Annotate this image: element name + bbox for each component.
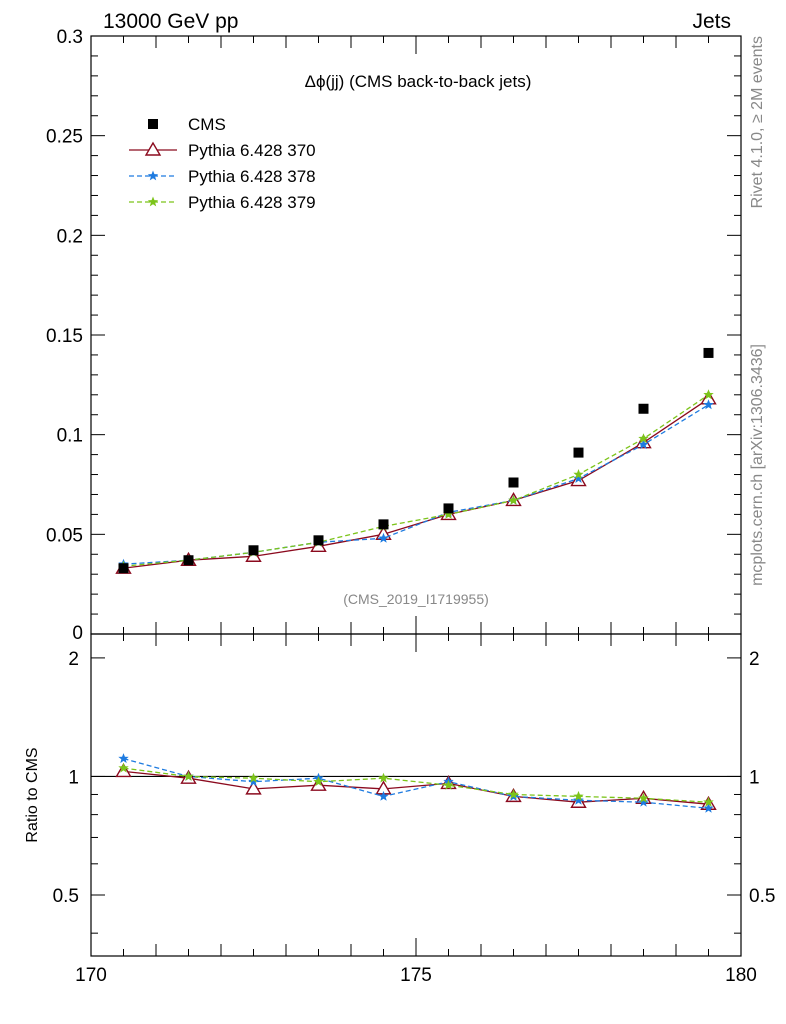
ratio-data-point bbox=[378, 772, 389, 783]
main-data-point bbox=[248, 545, 259, 556]
main-series-cms bbox=[118, 347, 714, 574]
analysis-tag: (CMS_2019_I1719955) bbox=[343, 591, 489, 607]
legend-marker bbox=[144, 141, 162, 156]
plot-title: Δϕ(jj) (CMS back-to-back jets) bbox=[305, 72, 532, 91]
y-tick-label: 0.3 bbox=[57, 27, 83, 48]
ratio-data-point bbox=[248, 776, 259, 787]
x-tick-label: 175 bbox=[400, 965, 432, 986]
main-data-point bbox=[703, 347, 714, 358]
main-data-point bbox=[508, 477, 519, 488]
legend: CMS Pythia 6.428 370 Pythia 6.428 378 Pythi… bbox=[129, 115, 316, 212]
y-tick-label: 0.5 bbox=[53, 886, 79, 907]
legend-marker bbox=[148, 119, 158, 129]
y-tick-label: 0.25 bbox=[46, 127, 83, 148]
ratio-plot-panel: 0.5 0.5 1 1 2 2 170 175 180 Ratio to CMS bbox=[24, 633, 776, 986]
rivet-version-label: Rivet 4.1.0, ≥ 2M events bbox=[749, 36, 766, 208]
x-tick-labels: 170 175 180 bbox=[75, 965, 757, 986]
main-series-line bbox=[123, 394, 709, 567]
main-data-point bbox=[573, 473, 584, 483]
header-left: 13000 GeV pp bbox=[103, 10, 238, 33]
legend-label: CMS bbox=[188, 115, 226, 134]
legend-marker bbox=[147, 196, 159, 207]
main-series-pythia-6-428-378 bbox=[118, 399, 714, 569]
legend-item: Pythia 6.428 379 bbox=[129, 193, 316, 212]
main-data-point bbox=[703, 389, 714, 400]
x-tick-label: 170 bbox=[75, 965, 107, 986]
ratio-data-point bbox=[443, 779, 454, 790]
ratio-data-point bbox=[118, 753, 129, 764]
main-data-point bbox=[443, 508, 454, 519]
main-series-pythia-6-428-370 bbox=[115, 390, 717, 574]
ratio-data-point bbox=[118, 762, 129, 773]
ratio-data-point bbox=[378, 790, 389, 801]
x-tick-label: 180 bbox=[725, 965, 757, 986]
main-data-point bbox=[183, 555, 194, 566]
main-data-point bbox=[703, 399, 714, 410]
legend-item: CMS bbox=[148, 115, 226, 134]
ratio-data-point bbox=[703, 802, 714, 813]
main-data-point bbox=[378, 532, 389, 543]
legend-label: Pythia 6.428 370 bbox=[188, 141, 316, 160]
ratio-data-point bbox=[508, 789, 519, 799]
ratio-data-point bbox=[248, 772, 259, 783]
legend-label: Pythia 6.428 379 bbox=[188, 193, 316, 212]
y-tick-label: 0.1 bbox=[57, 426, 83, 447]
main-data-point bbox=[508, 494, 519, 505]
main-data-point bbox=[378, 519, 389, 530]
main-series-line bbox=[123, 398, 709, 569]
ratio-series-line bbox=[123, 767, 709, 803]
ratio-series-line bbox=[123, 757, 709, 809]
ratio-series-group bbox=[115, 753, 717, 813]
main-data-point bbox=[638, 439, 649, 450]
ratio-series-pythia-6-428-370 bbox=[115, 763, 717, 810]
legend-item: Pythia 6.428 370 bbox=[129, 141, 316, 160]
ratio-data-point bbox=[183, 771, 194, 781]
main-data-point bbox=[638, 433, 649, 444]
main-data-point bbox=[573, 469, 584, 479]
y-tick-label: 0.2 bbox=[57, 226, 83, 247]
main-series-line bbox=[123, 404, 709, 565]
ratio-data-point bbox=[703, 796, 714, 807]
ratio-data-point bbox=[638, 792, 649, 803]
ratio-data-point bbox=[313, 776, 324, 787]
y-tick-label-right: 2 bbox=[749, 649, 760, 670]
legend-marker bbox=[147, 170, 159, 181]
ratio-series-pythia-6-428-379 bbox=[118, 762, 714, 807]
ratio-y-tick-labels: 0.5 0.5 1 1 2 2 bbox=[53, 649, 776, 907]
ratio-series-pythia-6-428-378 bbox=[118, 753, 714, 813]
y-tick-label-right: 1 bbox=[749, 767, 760, 788]
y-tick-label: 0.15 bbox=[46, 326, 83, 347]
y-tick-label: 0.05 bbox=[46, 525, 83, 546]
ratio-data-point bbox=[245, 780, 262, 795]
main-series-group bbox=[115, 347, 717, 574]
main-data-point bbox=[638, 403, 649, 414]
main-y-tick-labels: 0 0.05 0.1 0.15 0.2 0.25 0.3 bbox=[46, 27, 83, 644]
y-tick-label: 1 bbox=[68, 767, 79, 788]
main-plot-panel: 0 0.05 0.1 0.15 0.2 0.25 0.3 Δϕ(jj) (CMS back-… bbox=[46, 27, 742, 644]
y-tick-label: 0 bbox=[72, 623, 83, 644]
ratio-series-line bbox=[123, 770, 709, 805]
y-tick-label: 2 bbox=[68, 649, 79, 670]
legend-label: Pythia 6.428 378 bbox=[188, 167, 316, 186]
main-data-point bbox=[443, 503, 454, 514]
y-tick-label-right: 0.5 bbox=[749, 886, 775, 907]
header-right: Jets bbox=[692, 10, 731, 33]
mcplots-label: mcplots.cern.ch [arXiv:1306.3436] bbox=[749, 344, 766, 586]
legend-item: Pythia 6.428 378 bbox=[129, 167, 316, 186]
ratio-axis-ticks bbox=[90, 634, 742, 956]
ratio-data-point bbox=[310, 776, 327, 791]
main-axis-ticks bbox=[90, 35, 742, 635]
ratio-data-point bbox=[638, 796, 649, 807]
main-data-point bbox=[118, 563, 129, 574]
main-series-pythia-6-428-379 bbox=[118, 389, 714, 571]
ratio-y-axis-label: Ratio to CMS bbox=[24, 747, 41, 842]
ratio-data-point bbox=[573, 794, 584, 805]
main-data-point bbox=[313, 535, 324, 546]
main-data-point bbox=[573, 447, 584, 458]
ratio-data-point bbox=[573, 790, 584, 801]
